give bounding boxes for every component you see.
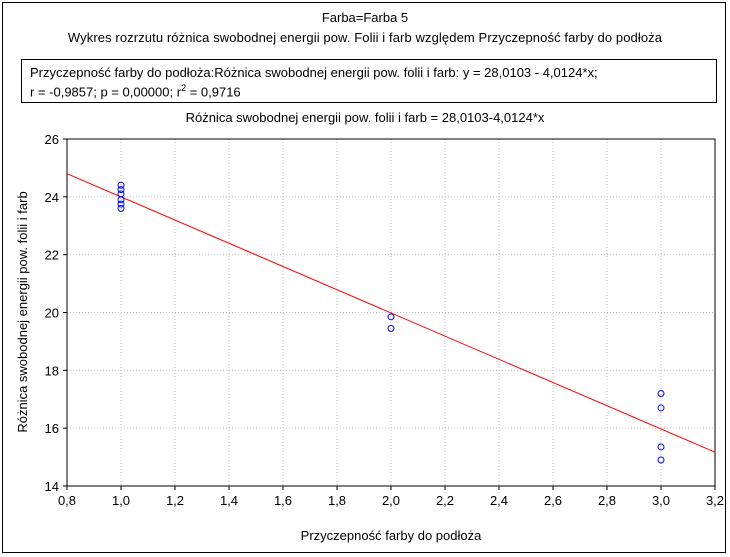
regression-equation: Przyczepność farby do podłoża:Różnica sw… bbox=[30, 65, 598, 80]
data-point bbox=[117, 204, 125, 212]
x-tick-label: 2,6 bbox=[544, 493, 562, 508]
x-tick-label: 1,2 bbox=[166, 493, 184, 508]
y-tick-label: 26 bbox=[45, 132, 59, 147]
x-tick-label: 1,8 bbox=[328, 493, 346, 508]
x-tick-label: 1,0 bbox=[112, 493, 130, 508]
y-tick-label: 16 bbox=[45, 421, 59, 436]
x-tick-label: 3,0 bbox=[652, 493, 670, 508]
x-tick-label: 2,0 bbox=[382, 493, 400, 508]
data-point bbox=[117, 196, 125, 204]
y-tick-label: 20 bbox=[45, 306, 59, 321]
chart-header-title: Farba=Farba 5 bbox=[321, 10, 409, 25]
grid-lines bbox=[67, 139, 715, 486]
x-axis-ticks: 0,8 1,0 1,2 1,4 1,6 1,8 2,0 2,2 2,4 2,6 2,8 3,0 3,2 bbox=[58, 486, 724, 508]
data-point bbox=[657, 456, 665, 464]
x-axis-label: Przyczepność farby do podłoża bbox=[301, 528, 482, 543]
data-points bbox=[117, 181, 665, 464]
y-axis-label: Różnica swobodnej energii pow. folii i f… bbox=[15, 191, 30, 432]
data-point bbox=[657, 389, 665, 397]
r-squared-value: = 0,9716 bbox=[186, 84, 241, 100]
regression-coefficients: r = -0,9857; p = 0,00000; r2 = 0,9716 bbox=[30, 83, 241, 99]
data-point bbox=[117, 181, 125, 189]
y-axis-ticks: 14 16 18 20 22 24 26 bbox=[45, 132, 67, 494]
x-tick-label: 2,2 bbox=[436, 493, 454, 508]
data-point bbox=[387, 324, 395, 332]
regression-line bbox=[66, 173, 716, 453]
chart-header-subtitle: Wykres rozrzutu różnica swobodnej energi… bbox=[67, 30, 663, 45]
coefficients-text: r = -0,9857; p = 0,00000; r bbox=[30, 84, 182, 100]
x-tick-label: 2,8 bbox=[598, 493, 616, 508]
data-point bbox=[657, 404, 665, 412]
y-tick-label: 14 bbox=[45, 479, 59, 494]
regression-stats-box: Przyczepność farby do podłoża:Różnica sw… bbox=[21, 59, 717, 103]
r-squared-exponent: 2 bbox=[181, 83, 187, 93]
x-tick-label: 1,4 bbox=[220, 493, 238, 508]
data-point bbox=[117, 200, 125, 208]
y-tick-label: 22 bbox=[45, 248, 59, 263]
x-tick-label: 1,6 bbox=[274, 493, 292, 508]
data-point bbox=[657, 443, 665, 451]
y-tick-label: 24 bbox=[45, 190, 59, 205]
x-tick-label: 0,8 bbox=[58, 493, 76, 508]
x-tick-label: 3,2 bbox=[706, 493, 724, 508]
data-point bbox=[387, 313, 395, 321]
x-tick-label: 2,4 bbox=[490, 493, 508, 508]
y-tick-label: 18 bbox=[45, 363, 59, 378]
chart-title: Różnica swobodnej energii pow. folii i f… bbox=[185, 110, 545, 125]
data-point bbox=[117, 186, 125, 194]
